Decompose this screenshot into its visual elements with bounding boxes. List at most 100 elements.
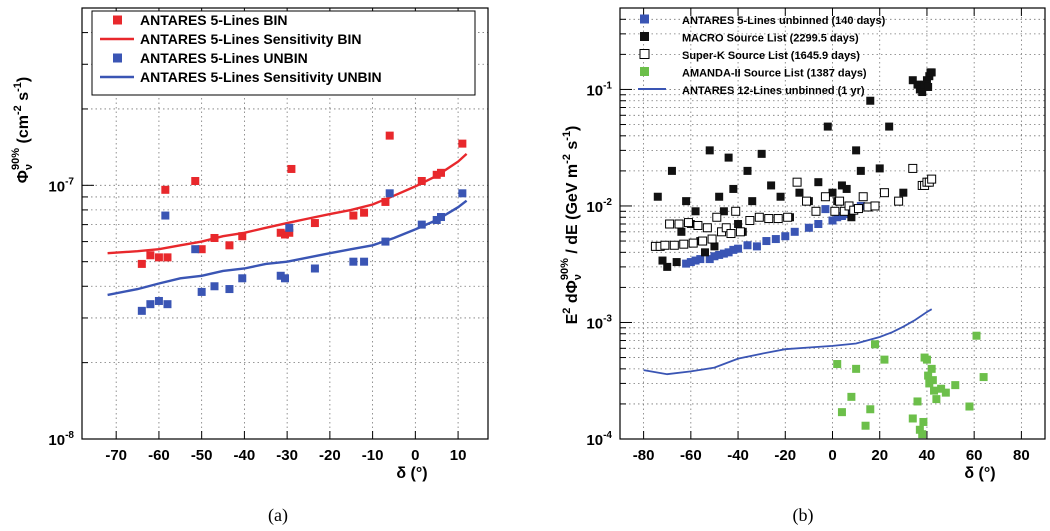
x-tick-label-b-2: -40 xyxy=(727,447,749,464)
data-point-b-0-13 xyxy=(762,237,771,246)
data-point-a-2-9 xyxy=(238,274,247,283)
chart-panel-b: -80 -60 -40 -20 0 20 40 60 80 10-410-310-210-1 A… xyxy=(559,7,1046,526)
data-point-b-1-20 xyxy=(748,197,757,206)
data-point-b-0-21 xyxy=(833,213,842,222)
data-point-a-0-13 xyxy=(287,164,296,173)
data-point-b-0-6 xyxy=(715,250,724,259)
data-point-b-1-11 xyxy=(705,146,714,155)
legend-symbol-a-2 xyxy=(113,53,122,63)
caption-a: (a) xyxy=(268,505,288,526)
y-axis-label-a-sup: 90% xyxy=(10,148,22,170)
data-point-a-0-14 xyxy=(310,219,319,228)
data-point-a-2-17 xyxy=(385,189,394,198)
y-axis-label-a-end: ) xyxy=(15,77,32,82)
sensitivity-line-b xyxy=(643,308,933,376)
data-point-a-0-21 xyxy=(436,168,445,177)
data-point-b-2-19 xyxy=(745,216,755,226)
data-point-b-2-30 xyxy=(839,206,849,216)
x-tick-label-b-8: 80 xyxy=(1013,447,1030,464)
data-point-b-1-39 xyxy=(899,188,908,197)
y-axis-label-b-mid2: / dE (GeV m xyxy=(564,164,581,258)
data-point-b-3-21 xyxy=(937,384,946,393)
y-tick-label-base-a-1: 10 xyxy=(48,178,65,195)
x-tick-label-a-0: -70 xyxy=(105,447,127,464)
y-tick-label-base-a-0: 10 xyxy=(48,432,65,449)
x-tick-label-a-6: -10 xyxy=(362,447,384,464)
data-point-b-3-2 xyxy=(847,392,856,401)
y-axis-label-b-mid1: dΦ xyxy=(564,280,581,307)
data-point-b-1-32 xyxy=(842,184,851,193)
data-point-b-1-19 xyxy=(743,166,752,175)
y-axis-label-a: Φν90% (cm-2 s-1) xyxy=(10,77,35,183)
data-point-a-2-2 xyxy=(154,296,163,305)
data-point-a-2-0 xyxy=(137,306,146,315)
data-point-b-1-35 xyxy=(856,166,865,175)
data-point-b-1-46 xyxy=(924,82,933,91)
data-point-a-2-5 xyxy=(191,245,200,254)
data-point-b-1-8 xyxy=(691,207,700,216)
data-point-a-0-17 xyxy=(381,197,390,206)
y-tick-label-b-0: 10-4 xyxy=(586,430,612,449)
data-point-a-2-1 xyxy=(146,300,155,309)
y-tick-label-base-b-0: 10 xyxy=(586,432,603,449)
data-point-b-0-15 xyxy=(781,232,790,241)
data-point-b-2-9 xyxy=(693,220,703,230)
x-axis-label-b: δ (°) xyxy=(964,465,995,482)
data-point-b-0-3 xyxy=(696,255,705,264)
data-point-b-1-17 xyxy=(734,220,743,229)
legend-a: ANTARES 5-Lines BIN ANTARES 5-Lines Sensi… xyxy=(91,10,476,96)
data-point-b-3-12 xyxy=(919,417,928,426)
data-point-b-1-37 xyxy=(875,164,884,173)
data-point-b-0-16 xyxy=(790,227,799,236)
data-point-b-2-18 xyxy=(735,227,745,237)
x-tick-label-a-5: -20 xyxy=(319,447,341,464)
data-point-a-2-7 xyxy=(210,282,219,291)
data-point-b-1-21 xyxy=(757,149,766,158)
data-point-a-0-12 xyxy=(285,228,294,237)
x-tick-label-b-6: 40 xyxy=(919,447,936,464)
y-axis-label-b: E2 dΦν90% / dE (GeV m-2 s-1) xyxy=(559,126,584,325)
y-axis-label-b-exp1: -2 xyxy=(561,154,573,164)
y-tick-label-exp-b-0: -4 xyxy=(603,430,612,441)
data-point-b-2-6 xyxy=(679,239,689,249)
y-axis-label-b-sup: 90% xyxy=(559,258,571,280)
data-point-a-0-19 xyxy=(417,176,426,185)
data-point-a-0-1 xyxy=(146,251,155,260)
data-point-b-1-36 xyxy=(866,96,875,105)
data-point-b-3-9 xyxy=(913,397,922,406)
data-point-b-1-49 xyxy=(927,68,936,77)
data-point-b-0-14 xyxy=(771,235,780,244)
data-point-b-1-4 xyxy=(672,258,681,267)
data-point-b-0-2 xyxy=(691,256,700,265)
legend-symbol-a-0 xyxy=(113,15,122,25)
legend-box-a xyxy=(91,10,476,96)
legend-symbol-b-1 xyxy=(640,32,649,41)
data-point-b-2-3 xyxy=(665,219,675,229)
data-point-a-0-15 xyxy=(349,211,358,220)
data-point-b-0-20 xyxy=(828,216,837,225)
data-point-b-1-3 xyxy=(667,166,676,175)
y-tick-label-base-b-2: 10 xyxy=(586,199,603,216)
data-point-b-2-44 xyxy=(927,174,937,184)
data-point-a-0-9 xyxy=(238,232,247,241)
data-point-b-1-34 xyxy=(852,146,861,155)
data-point-a-0-4 xyxy=(163,253,172,262)
data-point-a-0-7 xyxy=(210,233,219,242)
y-axis-label-b-mid3: s xyxy=(564,141,581,154)
data-point-b-2-28 xyxy=(830,206,840,216)
y-axis-label-b-exp2: -1 xyxy=(561,131,573,141)
y-tick-label-base-b-1: 10 xyxy=(586,315,603,332)
caption-b: (b) xyxy=(793,505,814,526)
data-point-b-0-9 xyxy=(729,245,738,254)
data-point-b-3-7 xyxy=(880,355,889,364)
x-ticks-a: -70 -60 -50 -40 -30 -20 -10 0 10 xyxy=(105,8,466,464)
x-tick-label-a-7: 0 xyxy=(411,447,419,464)
legend-b: ANTARES 5-Lines unbinned (140 days) MACRO… xyxy=(638,14,886,97)
x-tick-label-a-3: -40 xyxy=(234,447,256,464)
data-point-b-0-18 xyxy=(814,220,823,229)
legend-label-a-1: ANTARES 5-Lines Sensitivity BIN xyxy=(140,31,361,47)
data-point-b-1-6 xyxy=(682,197,691,206)
y-tick-label-exp-a-1: -7 xyxy=(65,176,74,187)
data-point-b-3-3 xyxy=(852,364,861,373)
data-point-b-2-29 xyxy=(835,196,845,206)
